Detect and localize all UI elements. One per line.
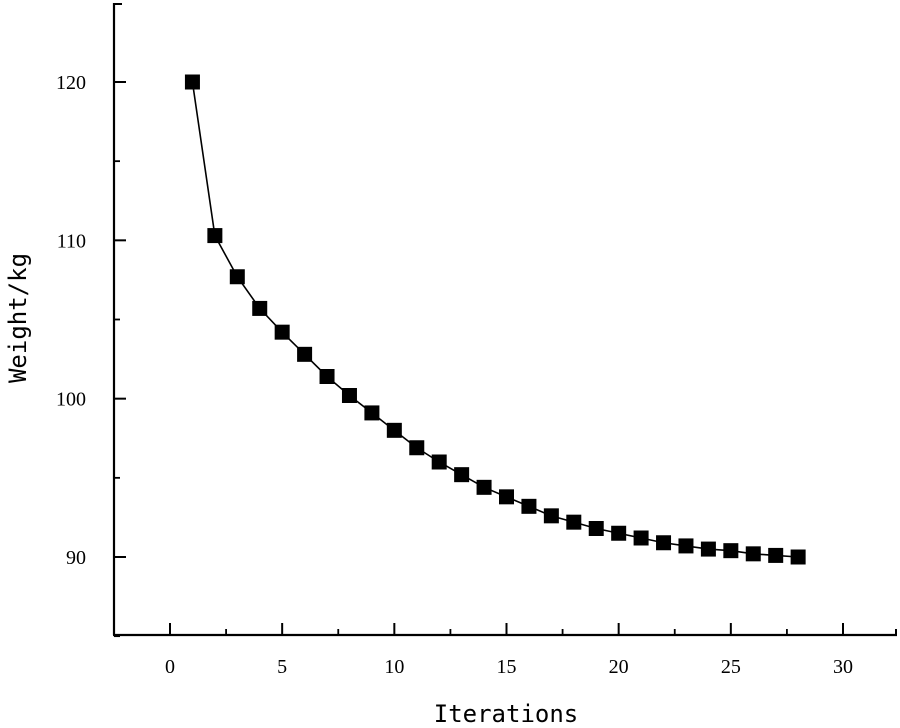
x-axis-ticks: 0 5 10 15 20 25 30 xyxy=(165,623,853,678)
x-tick-label: 5 xyxy=(277,656,287,678)
data-point-marker xyxy=(768,547,784,563)
data-point-marker xyxy=(611,525,627,541)
data-point-marker xyxy=(476,479,492,495)
y-tick-label: 120 xyxy=(56,72,86,94)
x-tick-label: 25 xyxy=(721,656,741,678)
y-axis-title: Weight/kg xyxy=(4,253,32,383)
data-point-marker xyxy=(700,541,716,557)
series-line xyxy=(191,81,799,558)
data-point-marker xyxy=(588,521,604,536)
data-point-marker xyxy=(207,228,223,244)
data-point-marker xyxy=(364,405,380,421)
y-tick-label: 110 xyxy=(57,230,86,252)
data-point-marker xyxy=(184,74,200,90)
data-point-marker xyxy=(341,388,357,403)
data-point-marker xyxy=(319,369,335,384)
data-series xyxy=(184,74,806,565)
data-point-marker xyxy=(678,538,694,554)
data-point-marker xyxy=(386,422,402,438)
data-point-marker xyxy=(229,269,245,285)
x-tick-label: 0 xyxy=(165,656,175,678)
data-point-marker xyxy=(521,498,537,514)
data-point-marker xyxy=(274,324,290,340)
data-point-marker xyxy=(543,508,559,524)
data-point-marker xyxy=(566,514,582,530)
data-point-marker xyxy=(633,530,649,546)
data-point-marker xyxy=(431,454,447,470)
data-point-marker xyxy=(297,346,313,362)
x-tick-label: 10 xyxy=(384,656,404,678)
y-axis-ticks: 90 100 110 120 xyxy=(56,72,126,638)
y-tick-label: 90 xyxy=(66,547,86,569)
x-axis-title: Iterations xyxy=(434,700,579,728)
x-tick-label: 15 xyxy=(497,656,517,678)
axes xyxy=(112,3,897,637)
data-point-marker xyxy=(499,489,514,505)
data-point-marker xyxy=(409,440,425,456)
data-point-marker xyxy=(790,549,806,565)
data-point-marker xyxy=(252,300,268,316)
data-point-marker xyxy=(454,467,470,483)
x-tick-label: 20 xyxy=(609,656,629,678)
data-point-marker xyxy=(723,543,739,559)
data-point-marker xyxy=(745,546,761,562)
data-point-marker xyxy=(656,535,672,551)
y-tick-label: 100 xyxy=(56,389,86,411)
x-tick-label: 30 xyxy=(833,656,853,678)
